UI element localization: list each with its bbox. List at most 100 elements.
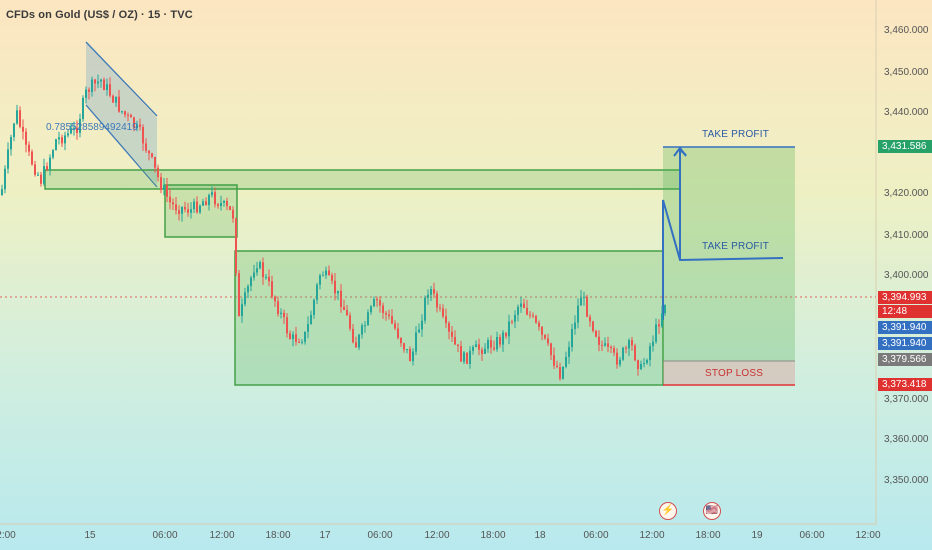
candle-body xyxy=(202,201,204,206)
candle-body xyxy=(277,301,279,314)
candle-body xyxy=(463,352,465,362)
candle-body xyxy=(145,143,147,151)
candle-body xyxy=(214,192,216,205)
candle-body xyxy=(592,321,594,331)
candle-body xyxy=(475,344,477,347)
candle-body xyxy=(112,95,114,103)
candle-body xyxy=(496,337,498,350)
us-flag-event-icon[interactable]: 🇺🇸 xyxy=(703,502,721,520)
candle-body xyxy=(247,286,249,293)
candle-body xyxy=(100,79,102,82)
candle-body xyxy=(556,365,558,368)
candle-body xyxy=(577,305,579,323)
candle-body xyxy=(46,166,48,170)
candle-body xyxy=(208,194,210,206)
candle-body xyxy=(271,281,273,297)
candle-body xyxy=(409,348,411,362)
candle-body xyxy=(64,135,66,144)
candle-body xyxy=(169,196,171,203)
channel-lower-line xyxy=(85,104,158,188)
candle-body xyxy=(82,97,84,119)
candle-body xyxy=(406,348,408,350)
candle-body xyxy=(187,209,189,213)
candle-body xyxy=(424,297,426,321)
candle-body xyxy=(526,307,528,315)
candle-body xyxy=(481,349,483,354)
candle-body xyxy=(130,114,132,118)
x-tick: 18:00 xyxy=(265,530,291,541)
candle-body xyxy=(502,332,504,345)
candle-body xyxy=(124,111,126,115)
candle-body xyxy=(643,363,645,365)
candle-body xyxy=(244,292,246,305)
candle-body xyxy=(295,334,297,342)
candle-body xyxy=(478,344,480,350)
candle-body xyxy=(325,270,327,276)
candle-body xyxy=(595,330,597,337)
candle-body xyxy=(274,296,276,302)
candle-body xyxy=(229,206,231,210)
candle-body xyxy=(625,347,627,349)
x-tick: 18:00 xyxy=(695,530,721,541)
candle-body xyxy=(181,206,183,214)
candle-body xyxy=(19,110,21,127)
candle-body xyxy=(343,306,345,310)
candle-body xyxy=(583,296,585,298)
candle-body xyxy=(1,189,3,195)
candle-body xyxy=(655,324,657,342)
candle-body xyxy=(76,127,78,133)
candle-body xyxy=(121,111,123,113)
candle-body xyxy=(115,96,117,103)
candle-body xyxy=(73,127,75,129)
candle-body xyxy=(139,124,141,127)
x-tick: 17 xyxy=(319,530,331,541)
candle-body xyxy=(61,137,63,144)
candle-body xyxy=(358,334,360,348)
candle-body xyxy=(370,306,372,313)
candle-body xyxy=(319,275,321,285)
candle-body xyxy=(466,352,468,364)
candle-body xyxy=(457,344,459,347)
candle-body xyxy=(280,312,282,314)
candle-body xyxy=(454,336,456,345)
profit-zone xyxy=(663,147,795,361)
candle-body xyxy=(88,89,90,92)
candle-body xyxy=(628,340,630,349)
y-tick: 3,350.000 xyxy=(884,475,929,486)
candle-body xyxy=(55,139,57,151)
candle-body xyxy=(238,273,240,317)
candle-body xyxy=(328,270,330,276)
candle-body xyxy=(313,299,315,315)
candle-body xyxy=(523,303,525,308)
candle-body xyxy=(103,79,105,91)
candle-body xyxy=(544,334,546,339)
candle-body xyxy=(133,117,135,128)
candle-body xyxy=(619,359,621,365)
y-tick: 3,450.000 xyxy=(884,67,929,78)
candle-body xyxy=(175,204,177,211)
candle-body xyxy=(91,79,93,92)
candle-body xyxy=(94,79,96,84)
candle-body xyxy=(412,351,414,362)
candle-body xyxy=(442,308,444,317)
candle-body xyxy=(79,118,81,133)
candle-body xyxy=(598,336,600,345)
candle-body xyxy=(382,305,384,313)
candle-body xyxy=(31,151,33,165)
candle-body xyxy=(445,316,447,324)
chart-title[interactable]: CFDs on Gold (US$ / OZ) · 15 · TVC xyxy=(6,9,193,21)
candle-body xyxy=(16,110,18,124)
candle-body xyxy=(658,324,660,327)
x-tick: 18:00 xyxy=(480,530,506,541)
candle-body xyxy=(517,306,519,315)
candle-body xyxy=(193,201,195,210)
candle-body xyxy=(550,343,552,356)
candle-body xyxy=(385,312,387,315)
candle-body xyxy=(589,316,591,322)
candle-body xyxy=(154,156,156,168)
candle-body xyxy=(616,352,618,365)
candle-body xyxy=(241,304,243,317)
candle-body xyxy=(376,299,378,301)
lightning-event-icon[interactable]: ⚡ xyxy=(659,502,677,520)
